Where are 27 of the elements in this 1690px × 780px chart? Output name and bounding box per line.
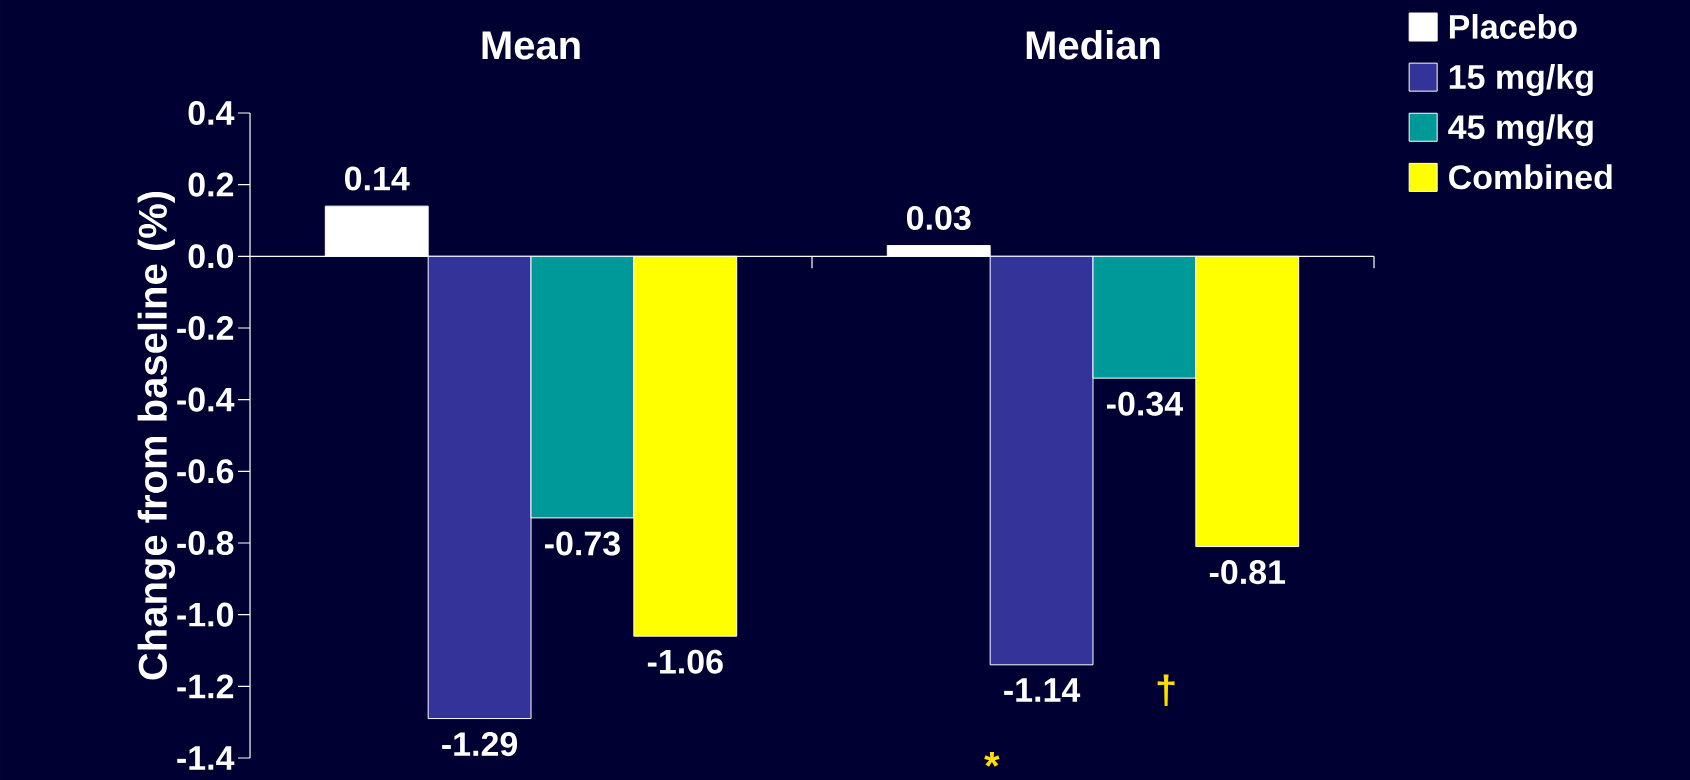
data-label: -0.73 bbox=[545, 531, 620, 556]
data-label: -1.14 bbox=[1004, 678, 1081, 702]
y-tick-label: -0.6 bbox=[177, 459, 234, 484]
y-tick-label: -1.4 bbox=[177, 746, 235, 770]
x-tick-label: Mean bbox=[482, 31, 580, 60]
legend-label: 45 mg/kg bbox=[1448, 114, 1593, 147]
y-tick-label: 0.2 bbox=[188, 172, 234, 197]
data-label: 0.03 bbox=[907, 205, 971, 231]
y-tick-label: 0.0 bbox=[188, 244, 234, 269]
legend-label: Combined bbox=[1449, 164, 1612, 190]
x-tick-label: Median bbox=[1026, 30, 1160, 60]
data-label: -0.34 bbox=[1107, 391, 1183, 416]
data-label: -1.06 bbox=[647, 649, 723, 674]
y-tick-label: -1.0 bbox=[177, 602, 234, 627]
y-tick-label: 0.4 bbox=[188, 100, 235, 126]
y-tick-label: -0.4 bbox=[177, 387, 235, 412]
data-label: -1.29 bbox=[442, 732, 518, 757]
y-axis-title: Change from baseline (%) bbox=[137, 191, 176, 680]
annotation: † bbox=[1157, 674, 1175, 707]
y-tick-label: -0.8 bbox=[177, 530, 234, 556]
data-label: 0.14 bbox=[345, 166, 410, 191]
legend-label: 15 mg/kg bbox=[1449, 64, 1593, 96]
annotation: * bbox=[984, 751, 1000, 767]
legend-label: Placebo bbox=[1449, 13, 1577, 39]
y-tick-label: -0.2 bbox=[177, 315, 234, 341]
data-label: -0.81 bbox=[1209, 560, 1286, 585]
y-tick-label: -1.2 bbox=[177, 674, 234, 699]
